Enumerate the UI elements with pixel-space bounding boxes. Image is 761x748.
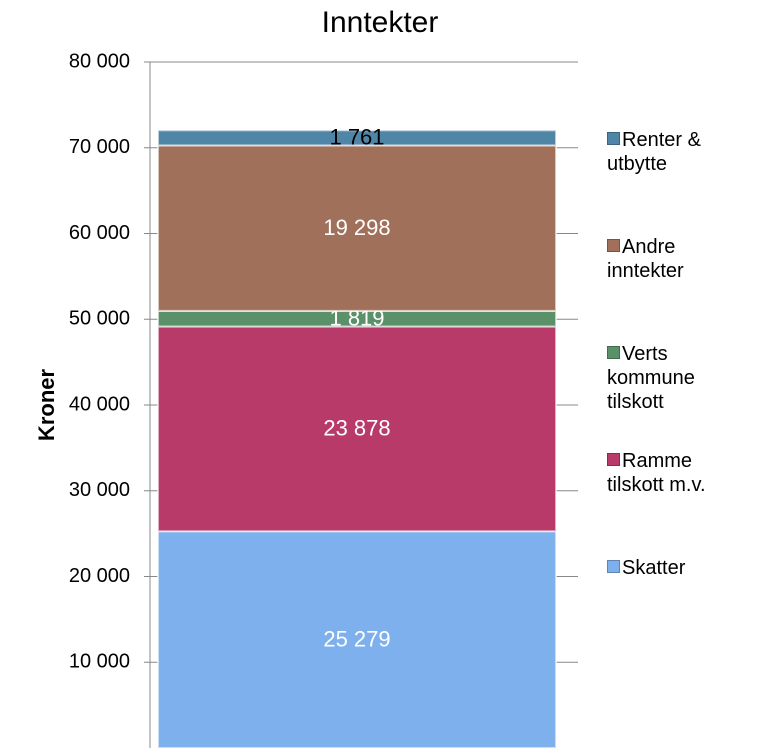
bar-segment [157, 325, 557, 533]
y-tick-label: 20 000 [69, 565, 130, 587]
legend-swatch [607, 453, 620, 466]
y-tick-label: 50 000 [69, 308, 130, 330]
y-tick-label: 60 000 [69, 222, 130, 244]
y-tick-label: 70 000 [69, 136, 130, 158]
legend-swatch [607, 560, 620, 573]
bar-segment [157, 144, 557, 312]
legend-swatch [607, 346, 620, 359]
data-label: 23 878 [323, 416, 390, 441]
legend-label: Ramme tilskott m.v. [607, 450, 706, 496]
bar-segment [157, 530, 557, 748]
chart-title: Inntekter [322, 6, 439, 39]
legend-label: Verts kommune tilskott [607, 343, 695, 413]
legend-item: Verts kommune tilskott [607, 342, 747, 414]
y-tick-label: 80 000 [69, 50, 130, 72]
legend-item: Andre inntekter [607, 235, 747, 283]
legend-swatch [607, 132, 620, 145]
data-label: 25 279 [323, 626, 390, 651]
data-label: 19 298 [323, 215, 390, 240]
legend-item: Ramme tilskott m.v. [607, 449, 747, 497]
bar-segment [157, 129, 557, 147]
legend-label: Andre inntekter [607, 236, 684, 282]
y-axis-label: Kroner [34, 369, 59, 442]
legend-swatch [607, 239, 620, 252]
y-tick-label: 30 000 [69, 479, 130, 501]
legend-item: Renter & utbytte [607, 128, 747, 176]
y-tick-label: 40 000 [69, 393, 130, 415]
data-label: 1 761 [329, 125, 384, 150]
legend-item: Skatter [607, 556, 747, 580]
legend-label: Skatter [622, 557, 686, 579]
y-tick-label: 10 000 [69, 651, 130, 673]
legend-label: Renter & utbytte [607, 129, 701, 175]
